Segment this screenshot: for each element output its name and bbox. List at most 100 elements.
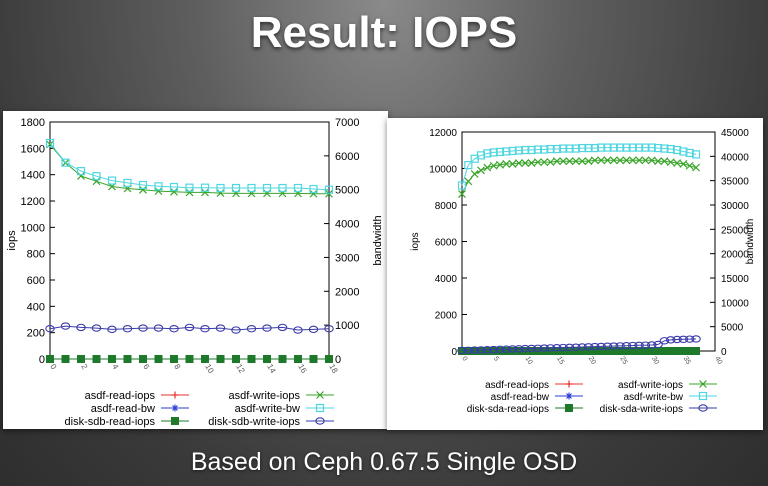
data-point-disk-sdb-write-iops — [215, 324, 226, 332]
data-point-disk-sdb-read-iops — [263, 355, 271, 363]
y-tick-label: 800 — [27, 249, 45, 261]
data-point-asdf-write-iops — [470, 170, 479, 178]
y2-axis-label: bandwidth — [372, 215, 384, 265]
y-tick-label: 0 — [451, 347, 457, 358]
y-tick-label: 8000 — [435, 201, 458, 212]
data-point-disk-sda-write-iops — [501, 345, 512, 353]
data-point-asdf-write-bw — [278, 183, 287, 193]
y-axis-label: iops — [6, 230, 18, 251]
data-point-asdf-write-iops — [571, 157, 580, 166]
x-tick-label: 30 — [650, 356, 660, 366]
y-tick-label: 1400 — [21, 170, 45, 182]
iops-chart-left: 0200400600800100012001400160018000100020… — [6, 117, 384, 428]
data-point-asdf-write-bw — [107, 176, 117, 185]
data-point-asdf-write-iops — [597, 156, 606, 165]
data-point-asdf-write-bw — [262, 183, 272, 193]
data-point-disk-sdb-write-iops — [122, 325, 133, 333]
data-point-asdf-write-iops — [685, 161, 694, 170]
data-point-asdf-write-iops — [692, 163, 700, 172]
data-point-disk-sdb-read-iops — [278, 355, 287, 363]
x-tick-label: 15 — [555, 356, 565, 366]
data-point-asdf-write-bw — [92, 172, 101, 181]
data-point-asdf-write-iops — [584, 157, 593, 166]
chart-panel-right: 0 2000 4000 6000 8000 10000 12000 0 5000 10000 150… — [387, 118, 763, 430]
chart-panel-left: 0 200 400 600 800 1000 1200 1400 1600 1800 0 1000 20… — [3, 111, 388, 429]
legend-marker — [698, 404, 708, 412]
data-point-disk-sda-write-iops — [533, 344, 543, 352]
data-point-asdf-write-iops — [185, 188, 194, 197]
series-line-asdf-write-bw — [49, 142, 330, 191]
y-axis-label: iops — [410, 232, 421, 250]
data-point-asdf-write-bw — [514, 146, 524, 155]
data-point-asdf-write-iops — [527, 159, 536, 167]
data-point-asdf-write-bw — [502, 147, 511, 156]
data-point-asdf-write-iops — [565, 157, 574, 166]
legend-marker — [565, 392, 573, 400]
data-point-disk-sda-write-iops — [539, 344, 549, 352]
data-point-disk-sda-write-iops — [615, 342, 625, 350]
data-point-disk-sdb-write-iops — [184, 323, 195, 332]
y2-tick-label: 5000 — [721, 323, 744, 334]
data-point-asdf-write-iops — [578, 157, 587, 166]
data-point-asdf-write-bw — [464, 160, 473, 170]
data-point-asdf-write-bw — [231, 183, 241, 193]
data-point-asdf-write-bw — [489, 148, 498, 157]
legend-label: asdf-write-iops — [618, 380, 683, 391]
data-point-asdf-write-bw — [559, 144, 568, 153]
data-point-disk-sdb-write-iops — [246, 325, 257, 333]
legend-marker — [316, 391, 324, 399]
data-point-disk-sdb-write-iops — [324, 325, 334, 333]
data-point-asdf-write-bw — [666, 144, 675, 154]
data-point-asdf-write-bw — [578, 143, 587, 153]
data-point-disk-sdb-read-iops — [216, 355, 225, 363]
data-point-asdf-write-bw — [590, 143, 599, 153]
y2-tick-label: 4000 — [335, 219, 359, 231]
data-point-asdf-write-bw — [552, 144, 561, 154]
data-point-asdf-write-bw — [653, 143, 663, 153]
y-tick-label: 1000 — [21, 222, 45, 234]
legend-marker — [171, 404, 179, 412]
data-point-disk-sda-write-iops — [678, 335, 689, 344]
legend-marker — [315, 417, 325, 425]
y2-tick-label: 15000 — [721, 274, 749, 285]
data-point-asdf-write-bw — [185, 183, 194, 192]
y-tick-label: 1200 — [21, 196, 45, 208]
data-point-disk-sdb-read-iops — [154, 355, 163, 363]
data-point-asdf-write-iops — [496, 160, 504, 169]
data-point-disk-sdb-read-iops — [325, 355, 333, 363]
data-point-disk-sda-write-iops — [457, 346, 467, 355]
data-point-asdf-write-bw — [546, 144, 555, 154]
data-point-disk-sdb-read-iops — [309, 355, 318, 363]
data-point-asdf-write-bw — [628, 143, 637, 152]
x-tick-label: 0 — [460, 356, 468, 363]
data-point-asdf-write-bw — [76, 166, 86, 176]
legend-label: disk-sda-read-iops — [467, 404, 549, 415]
data-point-asdf-write-iops — [641, 156, 650, 165]
data-point-disk-sda-write-iops — [469, 346, 480, 354]
x-tick-label: 2 — [79, 363, 89, 372]
x-tick-label: 25 — [618, 356, 628, 366]
data-point-asdf-write-iops — [508, 160, 517, 168]
data-point-disk-sdb-read-iops — [247, 355, 256, 363]
y2-tick-label: 6000 — [335, 151, 359, 163]
data-point-disk-sdb-read-iops — [294, 355, 302, 363]
data-point-asdf-write-iops — [139, 185, 147, 194]
data-point-disk-sda-write-iops — [596, 342, 606, 351]
data-point-disk-sdb-read-iops — [108, 355, 116, 363]
y2-tick-label: 3000 — [335, 252, 359, 264]
data-point-disk-sdb-read-iops — [61, 355, 70, 363]
data-point-disk-sdb-write-iops — [138, 324, 148, 332]
data-point-disk-sda-write-iops — [640, 341, 651, 349]
x-tick-label: 6 — [141, 363, 151, 372]
data-point-disk-sda-write-iops — [621, 342, 632, 350]
data-point-disk-sda-write-iops — [628, 341, 638, 350]
data-point-disk-sda-write-iops — [590, 342, 600, 351]
y2-axis-label: bandwidth — [745, 219, 756, 265]
data-point-disk-sda-write-iops — [659, 337, 670, 345]
data-point-asdf-write-iops — [170, 187, 178, 196]
data-point-disk-sda-write-iops — [583, 343, 594, 351]
data-point-asdf-write-iops — [502, 160, 511, 168]
data-point-asdf-write-bw — [533, 145, 542, 154]
data-point-disk-sda-write-iops — [571, 343, 581, 351]
legend-marker — [171, 417, 179, 425]
